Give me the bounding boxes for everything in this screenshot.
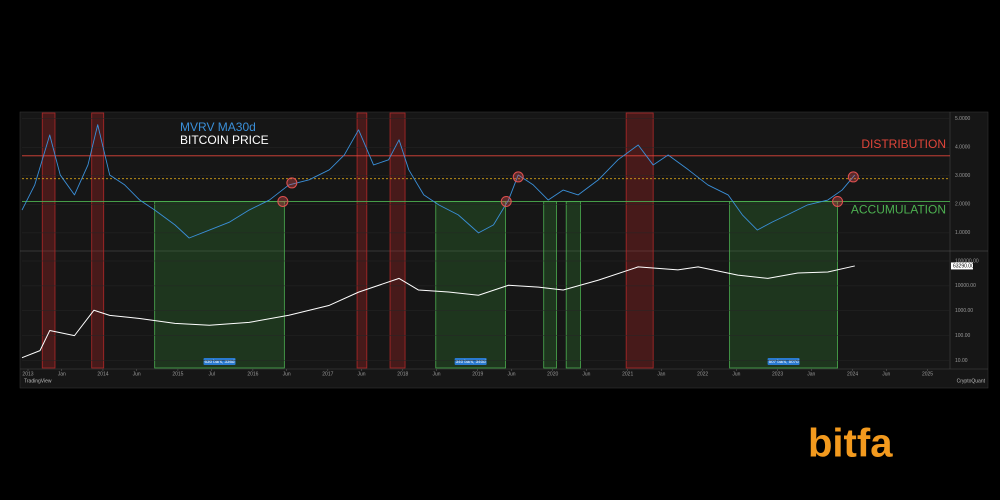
highlight-circle xyxy=(277,195,289,207)
x-tick-label: Jun xyxy=(283,371,291,377)
y-tick-label: 3.0000 xyxy=(955,173,971,179)
highlight-circle xyxy=(512,171,524,183)
x-tick-label: Jun xyxy=(507,371,515,377)
chart-frame xyxy=(19,111,989,389)
distribution-zone xyxy=(356,112,368,369)
level-label: DISTRIBUTION xyxy=(861,137,946,151)
y-tick-label: 4.0000 xyxy=(955,145,971,151)
distribution-zone xyxy=(389,112,406,369)
footer-right: CryptoQuant xyxy=(957,378,986,384)
zone-label: 630 bars, 336d xyxy=(205,359,236,364)
x-tick-label: 2018 xyxy=(397,371,408,377)
price-title: BITCOIN PRICE xyxy=(180,133,269,147)
x-tick-label: 2015 xyxy=(172,371,183,377)
accumulation-zone xyxy=(154,201,285,369)
y-tick-label: 100.00 xyxy=(955,333,971,339)
x-tick-label: 2017 xyxy=(322,371,333,377)
zone-label: 507 bars, 507d xyxy=(769,359,800,364)
y-tick-label: 5.0000 xyxy=(955,116,971,122)
zone-label: 340 bars, 340d xyxy=(456,359,487,364)
y-tick-label: 2.0000 xyxy=(955,202,971,208)
x-tick-label: Jan xyxy=(657,371,665,377)
brand-logo: bitfa xyxy=(808,422,893,466)
y-tick-label: 10000.00 xyxy=(955,283,976,289)
x-tick-label: 2020 xyxy=(547,371,558,377)
accumulation-zone xyxy=(565,201,581,369)
highlight-circle xyxy=(832,195,844,207)
x-tick-label: Jan xyxy=(807,371,815,377)
x-tick-label: Jul xyxy=(208,371,214,377)
x-tick-label: Jan xyxy=(58,371,66,377)
distribution-zone xyxy=(91,112,105,369)
footer-left: TradingView xyxy=(24,378,52,384)
x-tick-label: 2013 xyxy=(22,371,33,377)
y-tick-label: 1.0000 xyxy=(955,230,971,236)
zone-label-box xyxy=(454,358,487,365)
x-tick-label: Jun xyxy=(732,371,740,377)
x-tick-label: 2014 xyxy=(97,371,108,377)
y-tick-label: 100000.00 xyxy=(955,258,979,264)
y-tick-label: 10.00 xyxy=(955,358,968,364)
x-tick-label: Jun xyxy=(582,371,590,377)
x-tick-label: 2024 xyxy=(847,371,858,377)
zone-label-box xyxy=(203,358,236,365)
x-tick-label: 2022 xyxy=(697,371,708,377)
x-tick-label: 2021 xyxy=(622,371,633,377)
x-tick-label: Jun xyxy=(882,371,890,377)
accumulation-zone xyxy=(435,201,506,369)
zones: 630 bars, 336d 340 bars, 340d 507 bars, 50… xyxy=(41,112,838,369)
x-tick-label: 2016 xyxy=(247,371,258,377)
x-tick-label: 2019 xyxy=(472,371,483,377)
series-line xyxy=(21,265,855,359)
x-tick-label: Jun xyxy=(358,371,366,377)
distribution-zone xyxy=(41,112,56,369)
x-tick-label: 2023 xyxy=(772,371,783,377)
x-tick-label: 2025 xyxy=(922,371,933,377)
highlight-circle xyxy=(286,177,298,189)
mvrv-title: MVRV MA30d xyxy=(180,120,256,134)
last-value-label: 63290.00 xyxy=(953,263,974,269)
last-value-box xyxy=(951,262,973,270)
x-tick-label: Jun xyxy=(133,371,141,377)
zone-label-box xyxy=(767,358,800,365)
y-tick-label: 1000.00 xyxy=(955,308,973,314)
highlight-circle xyxy=(847,171,859,183)
level-label: ACCUMULATION xyxy=(851,203,946,217)
plot: 1.0000 2.0000 3.0000 4.0000 5.0000 DISTRIBUTI… xyxy=(21,116,979,377)
highlight-circle xyxy=(500,195,512,207)
x-tick-label: Jun xyxy=(432,371,440,377)
accumulation-zone xyxy=(729,201,838,369)
accumulation-zone xyxy=(543,201,557,369)
series-line xyxy=(21,124,856,239)
